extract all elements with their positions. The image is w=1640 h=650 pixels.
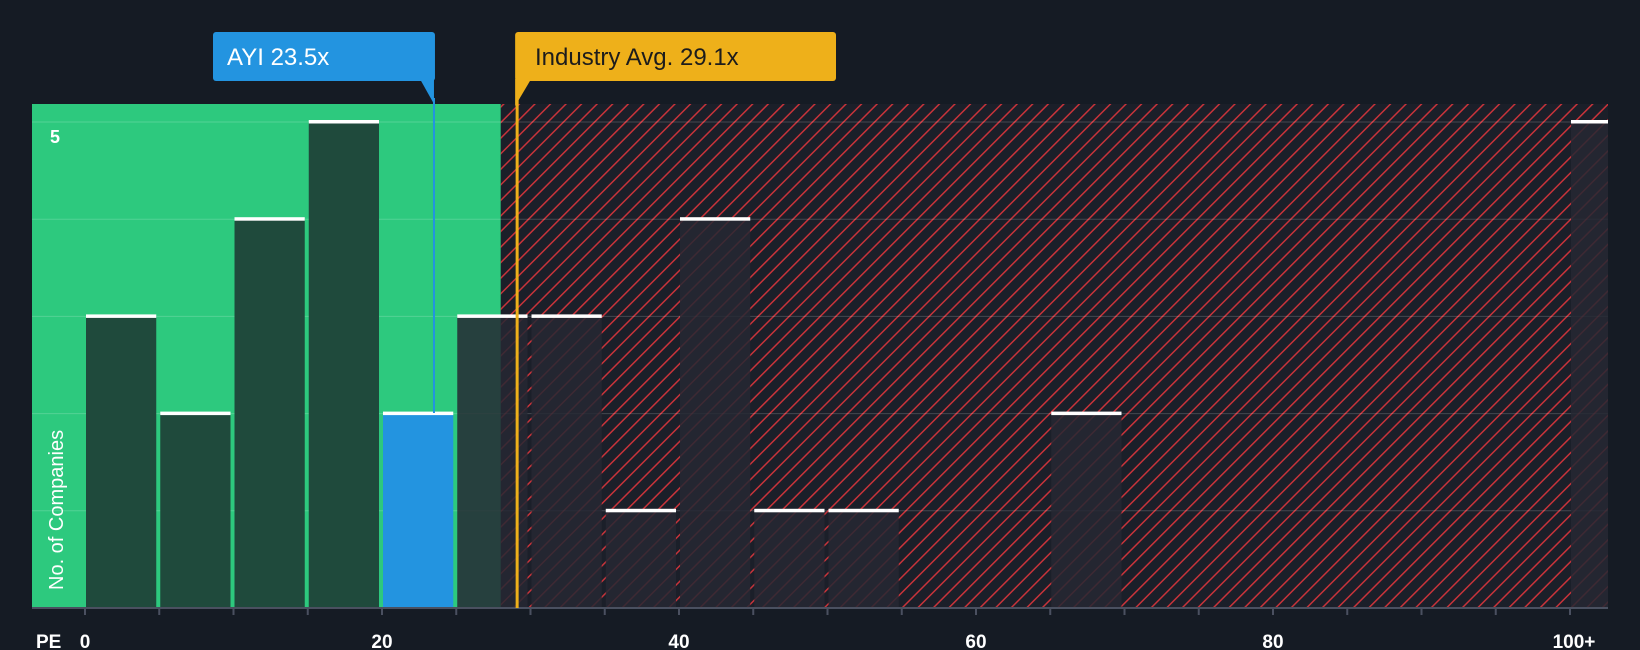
histogram-bar xyxy=(680,219,751,608)
histogram-bar xyxy=(383,413,454,608)
histogram-bar xyxy=(1051,413,1122,608)
histogram-bar xyxy=(1571,122,1608,608)
bar-cap xyxy=(308,120,379,124)
bar-cap xyxy=(86,314,157,318)
histogram-bar xyxy=(86,316,157,608)
histogram-bar xyxy=(605,510,676,608)
x-tick-label: 100+ xyxy=(1553,632,1596,650)
bar-cap xyxy=(828,508,899,513)
bar-cap xyxy=(234,217,305,221)
y-axis-label: No. of Companies xyxy=(46,430,68,590)
histogram-bar xyxy=(160,413,231,608)
x-tick-label: 40 xyxy=(668,632,689,650)
company-callout-label: AYI 23.5x xyxy=(227,44,329,71)
bar-cap xyxy=(1051,411,1122,416)
industry-callout-box xyxy=(515,32,836,81)
y-tick-label: 5 xyxy=(50,127,60,147)
bar-cap xyxy=(754,508,825,513)
histogram-bar xyxy=(531,316,602,608)
histogram-bar xyxy=(828,510,899,608)
histogram-bar xyxy=(308,122,379,608)
company-callout-pointer xyxy=(419,79,434,104)
bar-cap xyxy=(457,314,528,318)
bar-cap xyxy=(531,314,602,318)
industry-callout-label: Industry Avg. 29.1x xyxy=(535,44,739,71)
bar-cap xyxy=(605,508,676,513)
x-axis-label: PE xyxy=(36,632,61,650)
x-tick-label: 0 xyxy=(80,632,91,650)
bar-cap xyxy=(383,411,454,416)
company-callout-box xyxy=(213,32,435,81)
x-tick-label: 60 xyxy=(965,632,986,650)
x-tick-label: 20 xyxy=(371,632,392,650)
bar-cap xyxy=(1571,120,1608,124)
bar-cap xyxy=(160,411,231,416)
histogram-bar xyxy=(754,510,825,608)
industry-callout-pointer xyxy=(515,79,532,106)
x-tick-label: 80 xyxy=(1262,632,1283,650)
bar-cap xyxy=(680,217,751,221)
histogram-bar xyxy=(234,219,305,608)
